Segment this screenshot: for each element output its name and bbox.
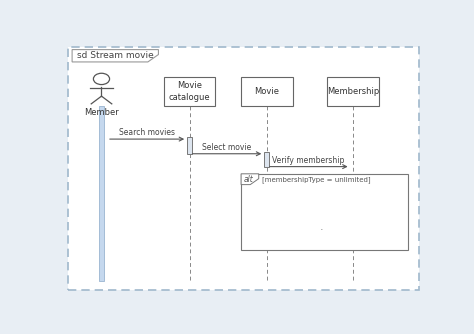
Text: .: . <box>319 222 323 232</box>
Text: sd Stream movie: sd Stream movie <box>76 51 153 60</box>
Bar <box>187 137 192 154</box>
Text: Movie
catalogue: Movie catalogue <box>169 81 210 102</box>
Text: [membershipType = unlimited]: [membershipType = unlimited] <box>263 176 371 183</box>
Text: Verify membership: Verify membership <box>273 156 345 165</box>
Text: Member: Member <box>84 108 119 117</box>
Bar <box>241 77 292 106</box>
Text: alt: alt <box>244 175 254 184</box>
Bar <box>100 106 103 281</box>
Bar <box>328 77 379 106</box>
Bar <box>164 77 215 106</box>
Text: Search movies: Search movies <box>119 128 175 137</box>
Text: Membership: Membership <box>327 87 379 96</box>
Text: Select movie: Select movie <box>202 143 251 152</box>
Polygon shape <box>241 174 259 185</box>
Bar <box>241 174 408 250</box>
Polygon shape <box>72 49 158 62</box>
Text: Movie: Movie <box>255 87 279 96</box>
Bar <box>264 152 269 167</box>
